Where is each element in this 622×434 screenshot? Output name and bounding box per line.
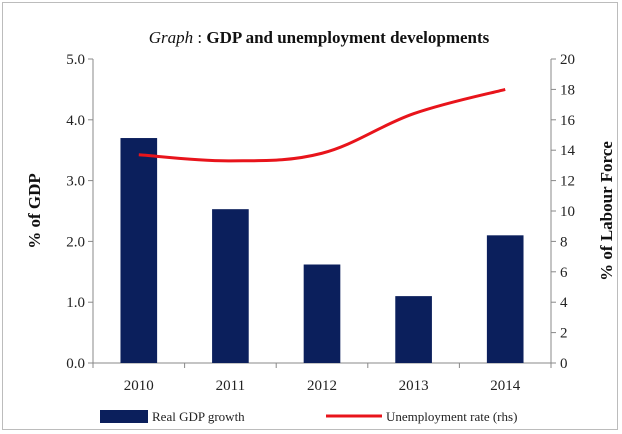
y-axis-right-label: % of Labour Force	[597, 141, 616, 281]
x-axis-ticks: 2010 2011 2012 2013 2014	[92, 363, 552, 394]
y-right-tick-label: 2	[560, 326, 568, 342]
y-right-tick-label: 18	[560, 82, 575, 98]
legend-bar-swatch	[100, 410, 148, 423]
bar-real-gdp-growth	[120, 138, 158, 363]
chart-title: Graph : GDP and unemployment development…	[149, 28, 490, 47]
x-tick-label: 2011	[216, 378, 245, 394]
y-left-tick-label: 1.0	[66, 295, 85, 311]
line-unemployment-rate	[138, 87, 506, 163]
chart-title-prefix: Graph	[149, 28, 193, 47]
y-left-tick-label: 3.0	[66, 174, 85, 190]
legend-bar-label: Real GDP growth	[152, 409, 245, 424]
y-right-tick-label: 8	[560, 234, 568, 250]
y-left-tick-label: 4.0	[66, 113, 85, 129]
y-right-tick-label: 6	[560, 265, 568, 281]
bar-real-gdp-growth	[303, 264, 341, 363]
y-right-tick-label: 14	[560, 143, 576, 159]
y-right-tick-label: 12	[560, 174, 575, 190]
y-right-tick-label: 0	[560, 356, 568, 372]
bar-real-gdp-growth	[486, 235, 524, 363]
x-tick-label: 2010	[124, 378, 154, 394]
y-right-tick-label: 4	[560, 295, 568, 311]
bars-group	[120, 138, 524, 363]
y-right-tick-label: 10	[560, 204, 575, 220]
x-tick-label: 2012	[307, 378, 337, 394]
y-right-tick-label: 16	[560, 113, 576, 129]
line-group	[138, 87, 506, 163]
x-tick-label: 2013	[399, 378, 429, 394]
svg-text:Graph : GDP and unemployment d: Graph : GDP and unemployment development…	[149, 28, 490, 47]
y-right-tick-label: 20	[560, 52, 575, 68]
legend-line-label: Unemployment rate (rhs)	[386, 409, 517, 424]
y-left-tick-label: 0.0	[66, 356, 85, 372]
x-tick-label: 2014	[490, 378, 521, 394]
legend: Real GDP growth Unemployment rate (rhs)	[100, 409, 517, 424]
chart-title-main: GDP and unemployment developments	[206, 28, 489, 47]
bar-real-gdp-growth	[395, 296, 432, 363]
y-left-tick-label: 2.0	[66, 234, 85, 250]
right-axis-ticks: 0 2 4 6 8 10 12 14 16 18 20	[551, 52, 576, 372]
y-left-tick-label: 5.0	[66, 52, 85, 68]
chart-title-separator: :	[193, 28, 206, 47]
left-axis-ticks: 0.0 1.0 2.0 3.0 4.0 5.0	[66, 52, 93, 372]
bar-real-gdp-growth	[212, 209, 249, 363]
y-axis-left-label: % of GDP	[25, 173, 44, 249]
